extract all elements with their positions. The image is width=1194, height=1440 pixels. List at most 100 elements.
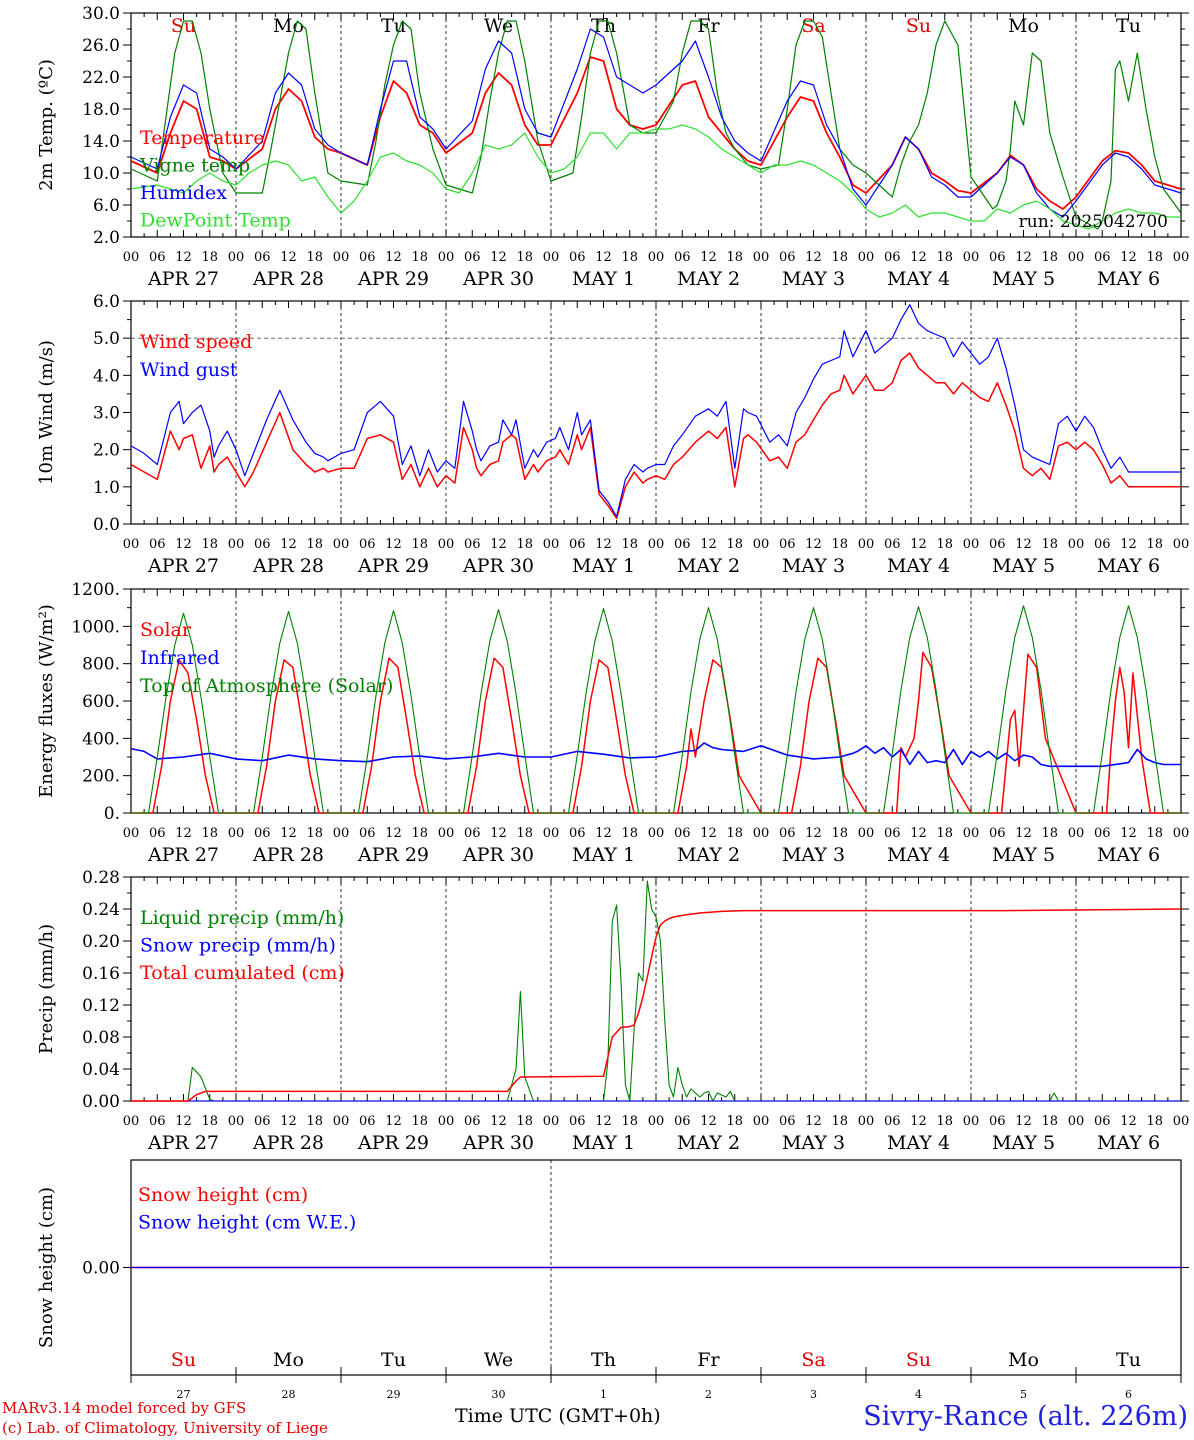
day-label: MAY 3 [782,1132,845,1154]
hour-tick-label: 12 [1015,1114,1032,1129]
hour-tick-label: 18 [411,826,428,841]
day-number-label: 27 [177,1388,191,1400]
legend-entry: Infrared [140,647,220,669]
weekday-label: Mo [1008,15,1039,37]
hour-tick-label: 00 [858,250,875,265]
hour-tick-label: 18 [1041,250,1058,265]
hour-tick-label: 12 [1120,1114,1137,1129]
y-tick-label: 22.0 [82,68,120,88]
hour-tick-label: 12 [490,250,507,265]
hour-tick-label: 12 [910,1114,927,1129]
hour-tick-label: 12 [490,826,507,841]
hour-tick-label: 12 [805,826,822,841]
y-tick-label: 0.08 [82,1028,120,1048]
hour-tick-label: 18 [726,537,743,552]
hour-tick-label: 06 [1094,537,1111,552]
hour-tick-label: 06 [1094,1114,1111,1129]
hour-tick-label: 12 [280,826,297,841]
hour-tick-label: 12 [910,826,927,841]
weekday-label: Tu [1116,1349,1141,1371]
legend-entry: Solar [140,619,192,641]
hour-tick-label: 00 [123,250,140,265]
hour-tick-label: 00 [543,250,560,265]
series-line [131,605,1181,814]
hour-tick-label: 06 [1094,250,1111,265]
hour-tick-label: 00 [228,1114,245,1129]
hour-tick-label: 18 [1146,537,1163,552]
hour-tick-label: 06 [359,826,376,841]
hour-tick-label: 18 [201,537,218,552]
hour-tick-label: 06 [989,250,1006,265]
y-tick-label: 18.0 [82,100,120,120]
hour-tick-label: 00 [1068,537,1085,552]
hour-tick-label: 06 [149,537,166,552]
y-tick-label: 2.0 [93,228,120,248]
model-credit: MARv3.14 model forced by GFS [2,1399,247,1417]
hour-tick-label: 00 [858,1114,875,1129]
hour-tick-label: 18 [201,250,218,265]
weekday-label: We [484,1349,513,1371]
hour-tick-label: 00 [123,537,140,552]
y-tick-label: 14.0 [82,132,120,152]
y-axis-label: Energy fluxes (W/m²) [36,604,57,798]
hour-tick-label: 06 [674,537,691,552]
weekday-label: Sa [801,15,825,37]
run-note: run: 2025042700 [1019,212,1168,232]
day-number-label: 2 [705,1388,712,1400]
hour-tick-label: 00 [1173,826,1190,841]
hour-tick-label: 18 [621,826,638,841]
hour-tick-label: 00 [1068,826,1085,841]
hour-tick-label: 18 [726,250,743,265]
hour-tick-label: 00 [753,537,770,552]
series-line [130,56,1182,210]
y-tick-label: 1200. [71,580,120,600]
hour-tick-label: 12 [700,826,717,841]
day-number-label: 3 [810,1388,817,1400]
weekday-label: Tu [381,1349,406,1371]
hour-tick-label: 06 [884,537,901,552]
day-label: MAY 3 [782,844,845,866]
hour-tick-label: 00 [648,250,665,265]
hour-tick-label: 00 [438,1114,455,1129]
y-tick-label: 0.20 [82,932,120,952]
series-line [131,880,1181,1102]
hour-tick-label: 12 [805,537,822,552]
day-label: APR 29 [357,268,429,290]
hour-tick-label: 18 [516,250,533,265]
hour-tick-label: 00 [333,826,350,841]
hour-tick-label: 18 [726,826,743,841]
day-label: APR 29 [357,555,429,577]
hour-tick-label: 00 [333,250,350,265]
y-tick-label: 800. [82,655,120,675]
day-label: APR 30 [462,1132,534,1154]
hour-tick-label: 12 [595,537,612,552]
series-line [130,124,1181,230]
legend-entry: Humidex [140,182,227,204]
hour-tick-label: 00 [438,537,455,552]
day-label: MAY 2 [677,268,740,290]
hour-tick-label: 18 [1041,537,1058,552]
hour-tick-label: 18 [516,826,533,841]
day-label: MAY 6 [1097,555,1160,577]
legend-entry: Temperature [140,127,264,149]
hour-tick-label: 18 [411,1114,428,1129]
hour-tick-label: 12 [385,1114,402,1129]
hour-tick-label: 18 [516,1114,533,1129]
hour-tick-label: 00 [543,537,560,552]
hour-tick-label: 06 [464,1114,481,1129]
hour-tick-label: 18 [1146,250,1163,265]
hour-tick-label: 00 [333,537,350,552]
day-label: APR 27 [147,1132,219,1154]
hour-tick-label: 06 [779,250,796,265]
legend-entry: Wind gust [140,359,238,381]
weekday-label: Fr [697,15,720,37]
legend-entry: Total cumulated (cm) [140,962,345,984]
y-tick-label: 4.0 [93,366,120,386]
day-label: MAY 5 [992,844,1055,866]
day-label: MAY 6 [1097,1132,1160,1154]
hour-tick-label: 00 [228,250,245,265]
day-label: APR 29 [357,844,429,866]
series-line [130,352,1181,520]
y-tick-label: 0.04 [82,1060,120,1080]
day-label: MAY 3 [782,268,845,290]
